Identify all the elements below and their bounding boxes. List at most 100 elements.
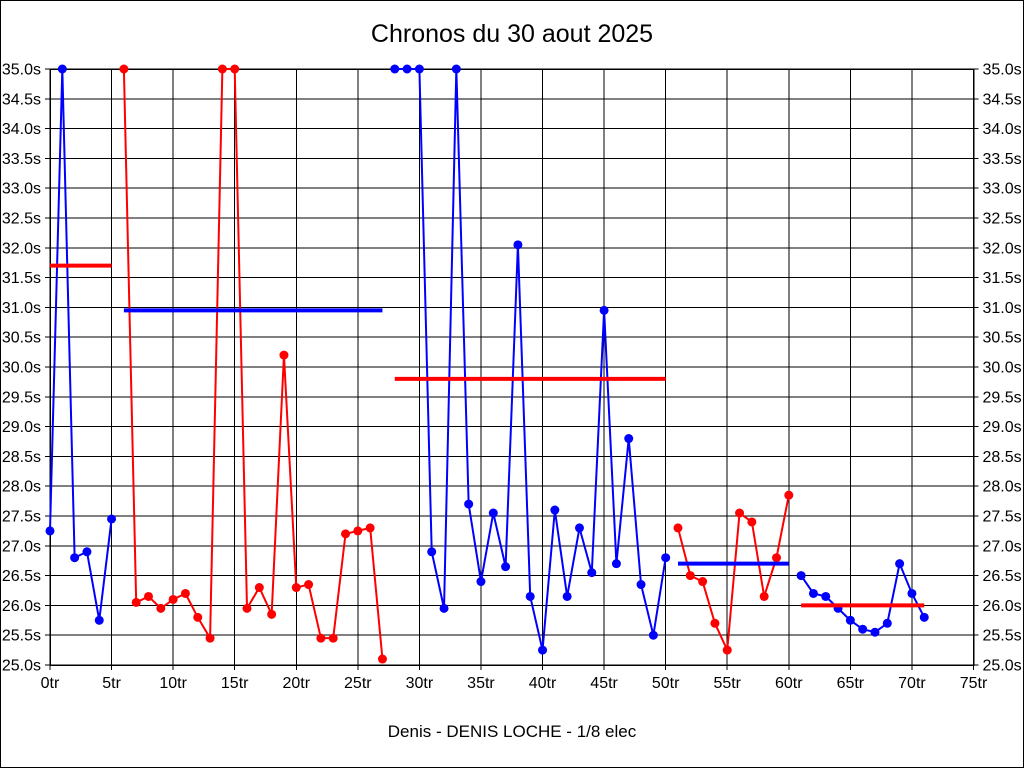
x-tick-label: 40tr bbox=[529, 675, 557, 692]
series-point-blue bbox=[562, 591, 572, 601]
series-point-red bbox=[131, 597, 141, 607]
y-tick-label-right: 28.5s bbox=[983, 449, 1022, 466]
chart-caption: Denis - DENIS LOCHE - 1/8 elec bbox=[387, 722, 637, 741]
x-tick-label: 15tr bbox=[221, 675, 249, 692]
y-tick-label-left: 26.0s bbox=[2, 598, 41, 615]
series-point-red bbox=[710, 618, 720, 628]
y-tick-label-right: 26.5s bbox=[983, 568, 1022, 585]
y-tick-label-right: 34.5s bbox=[983, 91, 1022, 108]
series-point-blue bbox=[845, 615, 855, 625]
series-point-red bbox=[254, 583, 264, 593]
y-tick-label-left: 35.0s bbox=[2, 62, 41, 79]
y-tick-label-right: 31.0s bbox=[983, 300, 1022, 317]
series-point-blue bbox=[501, 562, 511, 572]
series-line-stint-3-blue bbox=[394, 68, 667, 651]
series-point-blue bbox=[82, 547, 92, 557]
series-line-stint-1-blue bbox=[49, 68, 113, 621]
series-point-red bbox=[735, 508, 745, 518]
y-tick-label-left: 28.0s bbox=[2, 479, 41, 496]
y-tick-label-right: 30.0s bbox=[983, 360, 1022, 377]
series-point-red bbox=[784, 490, 794, 500]
series-point-blue bbox=[427, 547, 437, 557]
series-point-blue bbox=[661, 553, 671, 563]
series-point-blue bbox=[402, 64, 412, 74]
series-point-blue bbox=[796, 571, 806, 581]
y-tick-label-right: 27.5s bbox=[983, 509, 1022, 526]
y-tick-label-left: 31.0s bbox=[2, 300, 41, 317]
series-point-red bbox=[685, 571, 695, 581]
series-point-blue bbox=[513, 240, 523, 250]
plot-border bbox=[49, 68, 975, 666]
series-point-red bbox=[341, 529, 351, 539]
series-line-stint-4-red bbox=[677, 494, 790, 654]
y-tick-label-left: 29.5s bbox=[2, 389, 41, 406]
series-point-red bbox=[242, 603, 252, 613]
y-tick-label-right: 29.5s bbox=[983, 389, 1022, 406]
series-point-red bbox=[180, 588, 190, 598]
series-point-blue bbox=[538, 645, 548, 655]
series-point-red bbox=[316, 633, 326, 643]
series-point-blue bbox=[882, 618, 892, 628]
series-point-red bbox=[747, 517, 757, 527]
series-point-blue bbox=[624, 434, 634, 444]
x-tick-label: 55tr bbox=[713, 675, 741, 692]
series-point-red bbox=[771, 553, 781, 563]
x-tick-label: 75tr bbox=[960, 675, 988, 692]
y-tick-label-left: 26.5s bbox=[2, 568, 41, 585]
series-point-blue bbox=[414, 64, 424, 74]
series-point-red bbox=[267, 609, 277, 619]
series-point-blue bbox=[390, 64, 400, 74]
series-point-red bbox=[365, 523, 375, 533]
series-point-blue bbox=[574, 523, 584, 533]
y-tick-label-left: 29.0s bbox=[2, 419, 41, 436]
series-point-blue bbox=[476, 577, 486, 587]
y-tick-label-right: 29.0s bbox=[983, 419, 1022, 436]
series-point-blue bbox=[45, 526, 55, 536]
y-tick-label-left: 27.5s bbox=[2, 509, 41, 526]
x-tick-label: 30tr bbox=[406, 675, 434, 692]
series-point-blue bbox=[464, 499, 474, 509]
y-tick-label-left: 33.0s bbox=[2, 181, 41, 198]
series-point-blue bbox=[636, 580, 646, 590]
series-point-red bbox=[193, 612, 203, 622]
series-point-red bbox=[217, 64, 227, 74]
y-tick-label-right: 32.0s bbox=[983, 240, 1022, 257]
x-tick-label: 65tr bbox=[837, 675, 865, 692]
series-point-blue bbox=[808, 588, 818, 598]
series-point-red bbox=[168, 594, 178, 604]
series-point-red bbox=[759, 591, 769, 601]
series-point-red bbox=[291, 583, 301, 593]
y-tick-label-right: 25.5s bbox=[983, 628, 1022, 645]
series-point-blue bbox=[488, 508, 498, 518]
series-point-red bbox=[673, 523, 683, 533]
y-tick-label-right: 34.0s bbox=[983, 121, 1022, 138]
y-tick-label-left: 30.5s bbox=[2, 330, 41, 347]
x-tick-label: 10tr bbox=[159, 675, 187, 692]
series-point-blue bbox=[611, 559, 621, 569]
x-tick-label: 25tr bbox=[344, 675, 372, 692]
y-tick-label-left: 27.0s bbox=[2, 538, 41, 555]
series-point-red bbox=[279, 350, 289, 360]
series-point-blue bbox=[599, 305, 609, 315]
series-point-blue bbox=[57, 64, 67, 74]
series-point-blue bbox=[525, 591, 535, 601]
x-tick-label: 20tr bbox=[282, 675, 310, 692]
y-tick-label-right: 33.0s bbox=[983, 181, 1022, 198]
y-tick-label-right: 31.5s bbox=[983, 270, 1022, 287]
x-tick-label: 0tr bbox=[41, 675, 60, 692]
series-point-blue bbox=[648, 630, 658, 640]
y-tick-label-left: 25.0s bbox=[2, 658, 41, 675]
series-point-blue bbox=[107, 514, 117, 524]
y-tick-label-left: 34.5s bbox=[2, 91, 41, 108]
y-tick-label-left: 32.0s bbox=[2, 240, 41, 257]
y-tick-label-left: 28.5s bbox=[2, 449, 41, 466]
series-point-blue bbox=[907, 588, 917, 598]
series-point-blue bbox=[919, 612, 929, 622]
x-tick-label: 60tr bbox=[775, 675, 803, 692]
x-tick-label: 70tr bbox=[898, 675, 926, 692]
y-tick-label-left: 25.5s bbox=[2, 628, 41, 645]
series-point-blue bbox=[70, 553, 80, 563]
series-point-red bbox=[698, 577, 708, 587]
